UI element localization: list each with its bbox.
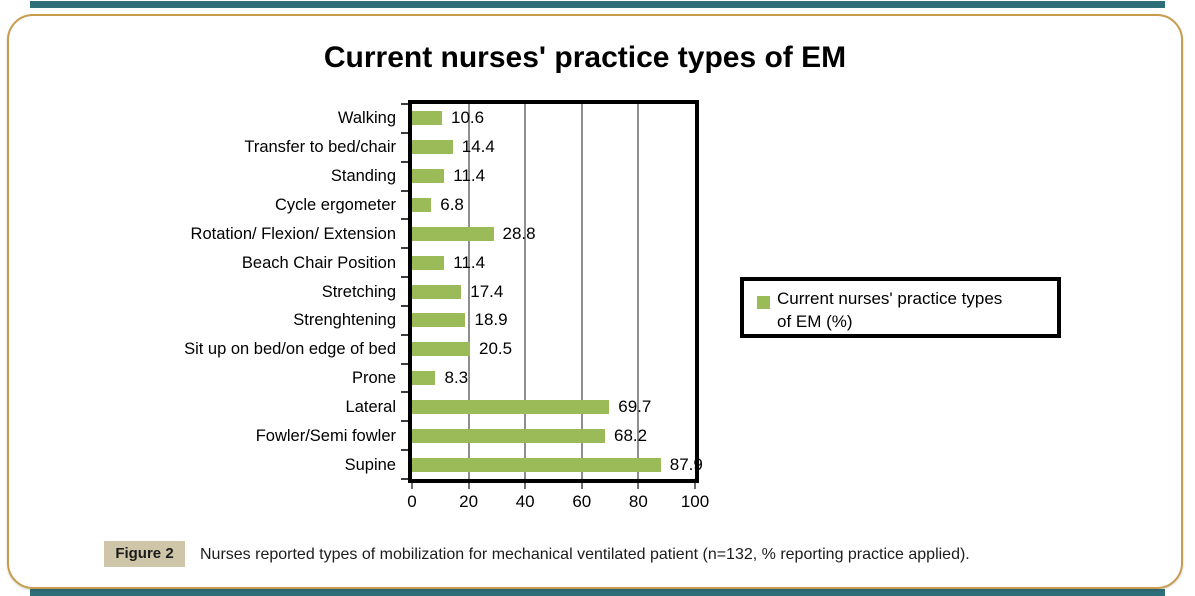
bar — [412, 457, 661, 472]
bar — [412, 197, 432, 212]
bar — [412, 313, 466, 328]
y-axis-tick — [401, 478, 408, 480]
x-axis-tick — [411, 483, 413, 489]
bar-value-label: 20.5 — [479, 339, 513, 359]
figure-caption-text: Nurses reported types of mobilization fo… — [200, 546, 970, 563]
bar-value-label: 11.4 — [453, 252, 486, 272]
x-axis-tick — [524, 483, 527, 489]
bar — [412, 255, 445, 270]
bar-value-label: 28.8 — [502, 223, 536, 243]
category-label: Fowler/Semi fowler — [255, 426, 396, 445]
bar-value-label: 68.2 — [614, 425, 648, 445]
y-axis-tick — [401, 276, 408, 279]
x-axis-tick-label: 40 — [515, 492, 535, 511]
bar — [412, 342, 470, 357]
y-axis-tick — [401, 218, 408, 221]
legend-label-line2: of EM (%) — [777, 312, 853, 331]
chart-title: Current nurses' practice types of EM — [323, 41, 847, 74]
y-axis-tick — [401, 362, 408, 365]
legend-label: Current nurses' practice types of EM (%) — [777, 287, 1002, 333]
category-label: Lateral — [345, 397, 396, 416]
y-axis-tick — [401, 131, 408, 134]
bar-value-label: 87.9 — [669, 454, 703, 474]
bar-value-label: 14.4 — [461, 137, 495, 157]
bar — [412, 169, 445, 184]
x-axis-tick — [467, 483, 470, 489]
bar-value-label: 6.8 — [440, 194, 464, 214]
y-axis-tick — [401, 304, 408, 307]
bar — [412, 284, 462, 299]
y-axis-tick — [401, 391, 408, 394]
y-axis-tick — [401, 160, 408, 163]
category-label: Beach Chair Position — [241, 253, 396, 272]
y-axis-tick — [401, 420, 408, 423]
category-label: Standing — [330, 167, 396, 186]
x-axis-tick-label: 0 — [407, 492, 417, 511]
bar-value-label: 11.4 — [453, 166, 486, 186]
top-teal-rule — [30, 1, 1165, 8]
y-axis-tick — [401, 247, 408, 250]
y-axis-tick — [401, 103, 408, 105]
bar — [412, 371, 436, 386]
category-label: Cycle ergometer — [274, 195, 396, 214]
chart-legend: Current nurses' practice types of EM (%) — [740, 277, 1061, 338]
x-axis-tick — [580, 483, 583, 489]
bar-value-label: 10.6 — [450, 108, 485, 128]
bar — [412, 140, 453, 155]
legend-swatch-icon — [757, 296, 770, 309]
gridline — [524, 104, 527, 479]
bar-value-label: 8.3 — [444, 368, 469, 388]
x-axis-tick — [694, 483, 696, 489]
bar — [412, 111, 442, 126]
bar — [412, 226, 494, 241]
bar — [412, 399, 610, 414]
y-axis-tick — [401, 449, 408, 452]
bottom-teal-rule — [30, 589, 1165, 596]
legend-label-line1: Current nurses' practice types — [777, 289, 1003, 308]
category-label: Strenghtening — [293, 311, 396, 330]
gridline — [467, 104, 470, 479]
category-label: Rotation/ Flexion/ Extension — [190, 224, 396, 243]
bar-value-label: 18.9 — [474, 310, 508, 330]
category-label: Transfer to bed/chair — [244, 138, 396, 157]
plot-border — [408, 100, 699, 483]
x-axis-tick-label: 60 — [572, 492, 592, 511]
bar-value-label: 17.4 — [470, 281, 504, 301]
category-label: Prone — [351, 369, 396, 388]
gridline — [580, 104, 583, 479]
x-axis-tick-label: 100 — [680, 492, 710, 511]
bar — [412, 428, 605, 443]
y-axis-tick — [401, 189, 408, 192]
x-axis-tick-label: 20 — [459, 492, 479, 511]
figure-number-badge: Figure 2 — [104, 541, 185, 567]
bar-value-label: 69.7 — [618, 396, 652, 416]
y-axis-tick — [401, 333, 408, 336]
x-axis-tick — [637, 483, 640, 489]
x-axis-tick-label: 80 — [628, 492, 648, 511]
category-label: Supine — [344, 455, 396, 474]
category-label: Sit up on bed/on edge of bed — [184, 340, 396, 359]
category-label: Stretching — [321, 282, 396, 301]
category-label: Walking — [337, 109, 396, 128]
gridline — [637, 104, 640, 479]
